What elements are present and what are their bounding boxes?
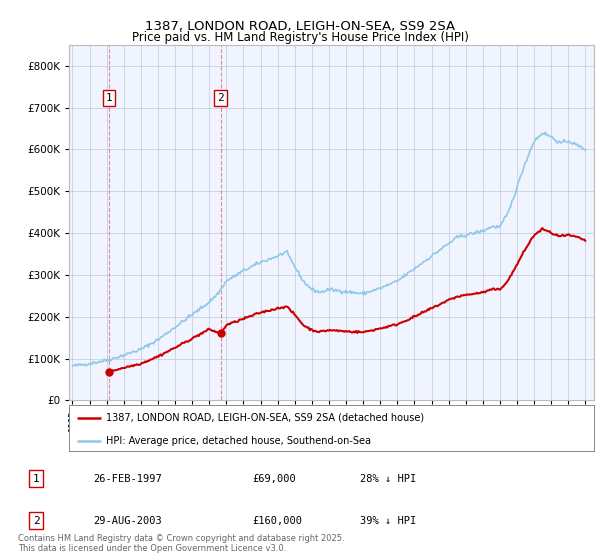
Text: HPI: Average price, detached house, Southend-on-Sea: HPI: Average price, detached house, Sout… <box>106 436 371 446</box>
Text: 1387, LONDON ROAD, LEIGH-ON-SEA, SS9 2SA (detached house): 1387, LONDON ROAD, LEIGH-ON-SEA, SS9 2SA… <box>106 413 424 423</box>
Text: 28% ↓ HPI: 28% ↓ HPI <box>360 474 416 484</box>
Text: £69,000: £69,000 <box>252 474 296 484</box>
Text: 1387, LONDON ROAD, LEIGH-ON-SEA, SS9 2SA: 1387, LONDON ROAD, LEIGH-ON-SEA, SS9 2SA <box>145 20 455 32</box>
Text: 26-FEB-1997: 26-FEB-1997 <box>93 474 162 484</box>
Text: Contains HM Land Registry data © Crown copyright and database right 2025.
This d: Contains HM Land Registry data © Crown c… <box>18 534 344 553</box>
Text: £160,000: £160,000 <box>252 516 302 526</box>
Text: 1: 1 <box>32 474 40 484</box>
Text: 29-AUG-2003: 29-AUG-2003 <box>93 516 162 526</box>
Text: 39% ↓ HPI: 39% ↓ HPI <box>360 516 416 526</box>
Text: 2: 2 <box>217 93 224 103</box>
Text: 2: 2 <box>32 516 40 526</box>
Text: Price paid vs. HM Land Registry's House Price Index (HPI): Price paid vs. HM Land Registry's House … <box>131 31 469 44</box>
Text: 1: 1 <box>106 93 113 103</box>
